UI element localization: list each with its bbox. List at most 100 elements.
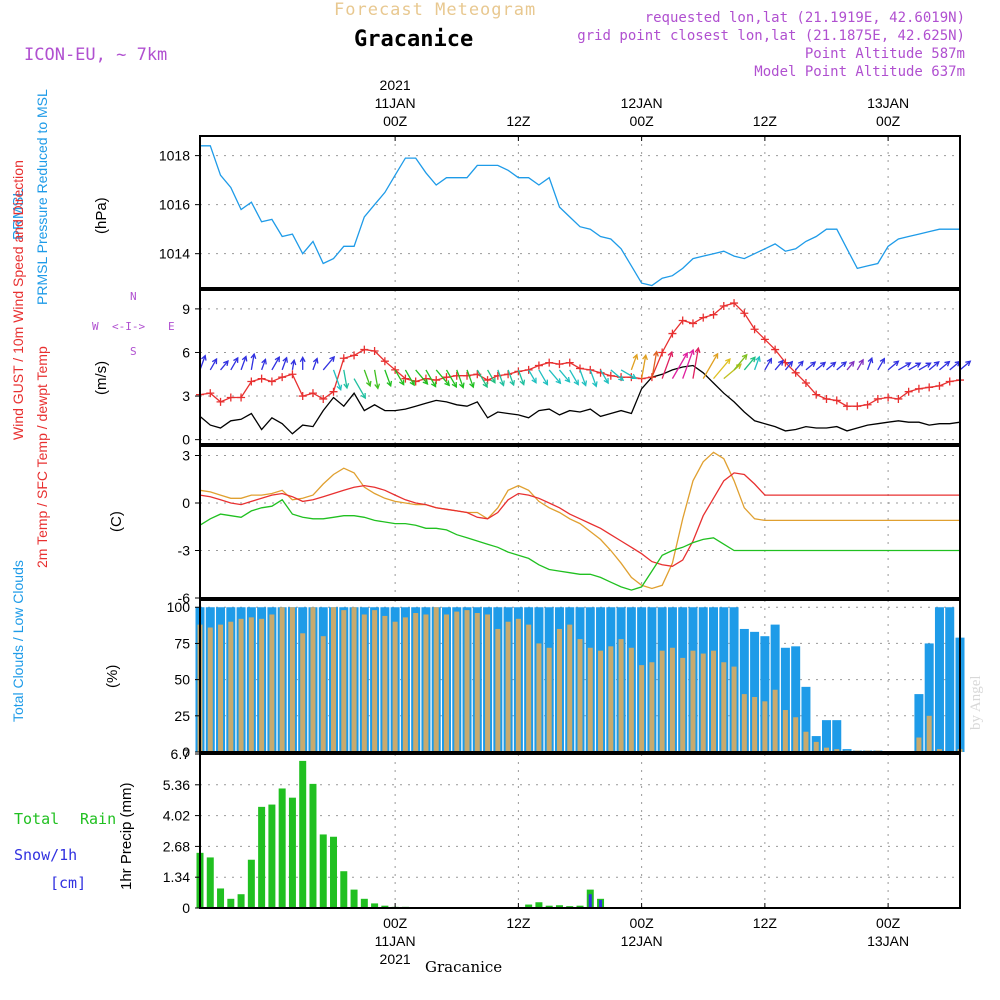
wind-arrow	[908, 362, 921, 371]
x-label-top: 12JAN	[621, 95, 663, 111]
wind-arrow-head	[299, 356, 306, 363]
wind-title: Wind GUST / 10m Wind Speed and Direction	[10, 160, 26, 440]
total-cloud-bar	[945, 607, 955, 752]
y-tick-label: 5.36	[163, 777, 190, 793]
wind-arrow-head	[667, 350, 674, 358]
wind-arrow-head	[469, 382, 475, 389]
rain-bar	[535, 902, 543, 908]
wind-arrow-head	[581, 380, 588, 387]
low-cloud-bar	[289, 607, 295, 752]
x-label-bottom: 00Z	[876, 915, 901, 931]
panel-frame-pressure	[199, 135, 961, 289]
x-label-top: 13JAN	[867, 95, 909, 111]
gust-marker	[432, 376, 441, 385]
low-cloud-bar	[392, 621, 398, 752]
model-label: ICON-EU, ~ 7km	[24, 45, 168, 65]
wind-arrow-head	[712, 352, 719, 359]
gust-marker	[534, 361, 543, 370]
rain-bar	[381, 905, 389, 908]
wind-arrow	[476, 369, 488, 388]
wind-arrow-head	[858, 358, 864, 365]
wind-arrow-head	[250, 352, 257, 359]
temp-ylabel: (C)	[108, 511, 125, 532]
y-tick-label: -3	[178, 543, 191, 559]
wind-arrow-head	[893, 360, 900, 367]
low-cloud-bar	[762, 701, 768, 752]
wind-arrow-head	[282, 356, 288, 363]
gust-marker	[812, 390, 821, 399]
compass-w: W	[92, 320, 99, 333]
low-cloud-bar	[916, 737, 922, 752]
low-cloud-bar	[238, 618, 244, 752]
wind-arrow	[784, 361, 793, 371]
wind-arrow	[250, 353, 255, 371]
gust-marker	[760, 335, 769, 344]
gust-marker	[945, 377, 954, 386]
wind-arrow	[918, 362, 931, 371]
wind-arrow-head	[867, 356, 874, 364]
wind-arrow-head	[965, 360, 972, 367]
rain-bar	[237, 894, 245, 908]
wind-arrow-head	[555, 378, 562, 385]
compass-arrows: <-I->	[112, 320, 146, 333]
rain-bar	[268, 804, 276, 908]
low-cloud-bar	[515, 618, 521, 752]
gust-marker	[832, 396, 841, 405]
wind-arrow	[312, 358, 318, 371]
rain-bar	[340, 871, 348, 908]
low-cloud-bar	[372, 610, 378, 752]
wind-gust-line	[199, 302, 961, 407]
y-tick-label: 0	[182, 744, 190, 760]
snow-bar	[599, 899, 603, 908]
pressure-ylabel: (hPa)	[93, 197, 110, 234]
wind-arrow-head	[241, 355, 248, 362]
gust-marker	[904, 387, 913, 396]
wind-arrow-head	[444, 380, 451, 387]
wind-arrow-head	[694, 346, 701, 354]
gust-marker	[442, 373, 451, 382]
low-cloud-bar	[823, 747, 829, 752]
x-label-top: 2021	[380, 77, 411, 93]
wind-arrow	[630, 354, 638, 371]
y-tick-label: 3	[182, 448, 190, 464]
wind-arrow	[230, 357, 239, 371]
gust-marker	[658, 348, 667, 357]
low-cloud-bar	[628, 647, 634, 752]
pressure-title: PRMSL Pressure Reduced to MSL	[34, 89, 50, 305]
low-cloud-bar	[279, 607, 285, 752]
wind-arrow	[928, 361, 940, 371]
low-cloud-bar	[608, 646, 614, 752]
wind-arrow	[733, 354, 748, 371]
rain-bar	[288, 797, 296, 908]
wind-arrow-head	[830, 361, 837, 368]
total-cloud-bar	[821, 720, 831, 752]
gust-marker	[853, 402, 862, 411]
y-tick-label: 50	[174, 672, 190, 688]
low-cloud-bar	[834, 749, 840, 752]
total-cloud-bar	[791, 646, 801, 752]
wind-arrow-head	[777, 359, 784, 366]
panel-frame-temperature	[199, 445, 961, 599]
gust-marker	[709, 310, 718, 319]
x-label-top: 11JAN	[375, 95, 416, 111]
low-cloud-bar	[752, 696, 758, 752]
y-tick-label: 1014	[159, 246, 190, 262]
wind-arrow	[764, 358, 772, 371]
wind-arrow	[753, 356, 760, 371]
y-tick-label: 1.34	[163, 869, 190, 885]
wind-arrow-head	[879, 357, 885, 364]
wind-arrow	[394, 369, 405, 385]
gust-marker	[257, 374, 266, 383]
wind-arrow	[558, 369, 571, 383]
x-label-bottom: 00Z	[630, 915, 655, 931]
wind-arrow-head	[409, 380, 415, 387]
low-cloud-bar	[423, 614, 429, 752]
wind-arrow	[805, 361, 816, 371]
gust-marker	[237, 393, 246, 402]
wind-arrow-head	[840, 361, 848, 368]
wind-arrow	[620, 369, 637, 379]
wind-arrow	[856, 359, 864, 371]
wind-arrow-head	[849, 360, 855, 367]
gust-marker	[843, 402, 852, 411]
low-cloud-bar	[382, 615, 388, 752]
